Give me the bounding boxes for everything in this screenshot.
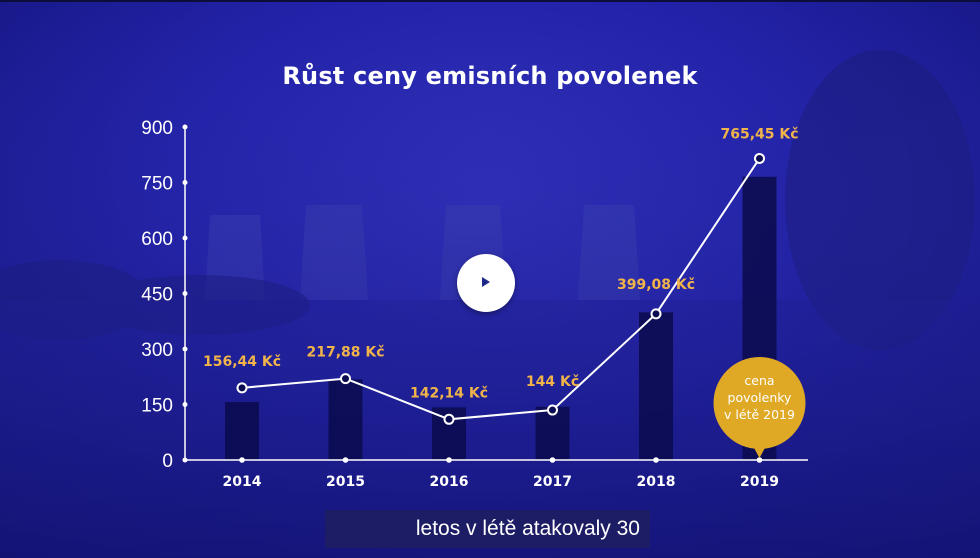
y-tick-label: 750 [141,174,173,195]
x-tick-dot [239,457,245,463]
play-icon [482,277,490,287]
x-tick-dot [756,457,763,463]
y-tick-label: 450 [141,285,173,306]
chart-title: Růst ceny emisních povolenek [282,62,698,90]
x-tick-label: 2014 [223,474,262,490]
series-point [236,382,248,394]
subtitle-box: letos v létě atakovaly 30 [325,510,650,548]
x-tick-label: 2015 [326,474,365,490]
y-tick-dot [182,180,188,185]
x-tick-label: 2018 [637,474,676,490]
chart-bar [535,406,570,460]
play-button[interactable] [457,254,515,312]
subtitle-text: letos v létě atakovaly 30 [415,517,640,540]
y-tick-label: 150 [141,396,173,417]
data-label: 217,88 Kč [306,345,384,361]
y-tick-dot [182,457,188,463]
data-label: 144 Kč [526,374,579,390]
chart-bar [225,402,259,460]
data-label: 765,45 Kč [720,126,798,142]
data-label: 142,14 Kč [410,385,488,401]
y-tick-dot [182,402,188,407]
y-tick-dot [182,291,188,296]
x-tick-label: 2016 [430,474,469,490]
series-point [340,373,351,385]
chart-bar [328,379,363,460]
x-tick-dot [342,457,349,463]
x-tick-dot [653,457,659,463]
y-tick-label: 900 [141,118,173,139]
y-tick-dot [182,346,188,352]
x-tick-label: 2019 [740,474,779,490]
y-tick-label: 0 [162,451,173,472]
price-badge [713,357,806,449]
x-tick-label: 2017 [533,474,572,490]
y-tick-dot [182,235,188,241]
chart-bar [639,312,673,460]
series-point [443,413,455,425]
series-point [547,404,558,416]
y-tick-label: 300 [141,340,173,361]
series-point [754,152,765,164]
y-tick-label: 600 [141,229,173,250]
x-tick-dot [446,457,452,463]
data-label: 156,44 Kč [203,354,281,370]
price-badge-pointer [752,445,767,458]
price-badge-text: v létě 2019 [724,407,795,422]
data-label: 399,08 Kč [617,277,695,293]
price-badge-text: povolenky [728,390,793,405]
x-tick-dot [549,457,556,463]
y-tick-dot [182,124,188,130]
series-line [241,157,761,421]
series-point [650,308,662,320]
price-badge-text: cena [744,373,774,388]
